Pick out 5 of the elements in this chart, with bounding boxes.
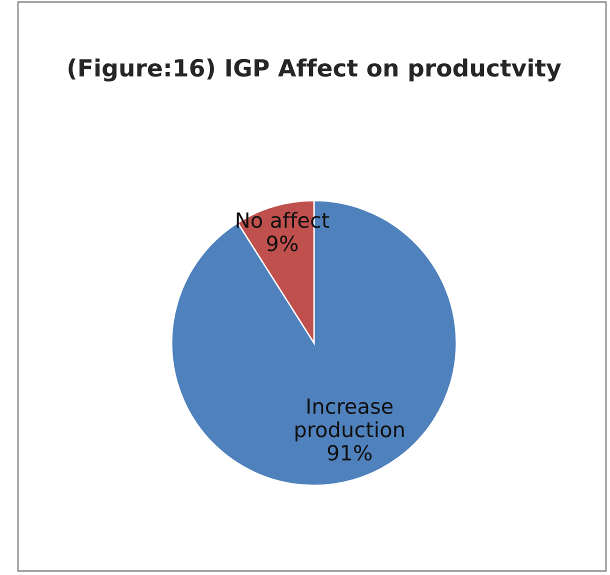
slice-label: Increase production (296, 398, 404, 442)
data-label: 91% (328, 444, 372, 461)
chart-title: (Figure:16) IGP Affect on productvity (68, 58, 562, 82)
data-label: 9% (267, 236, 298, 252)
pie-slice (170, 200, 458, 486)
